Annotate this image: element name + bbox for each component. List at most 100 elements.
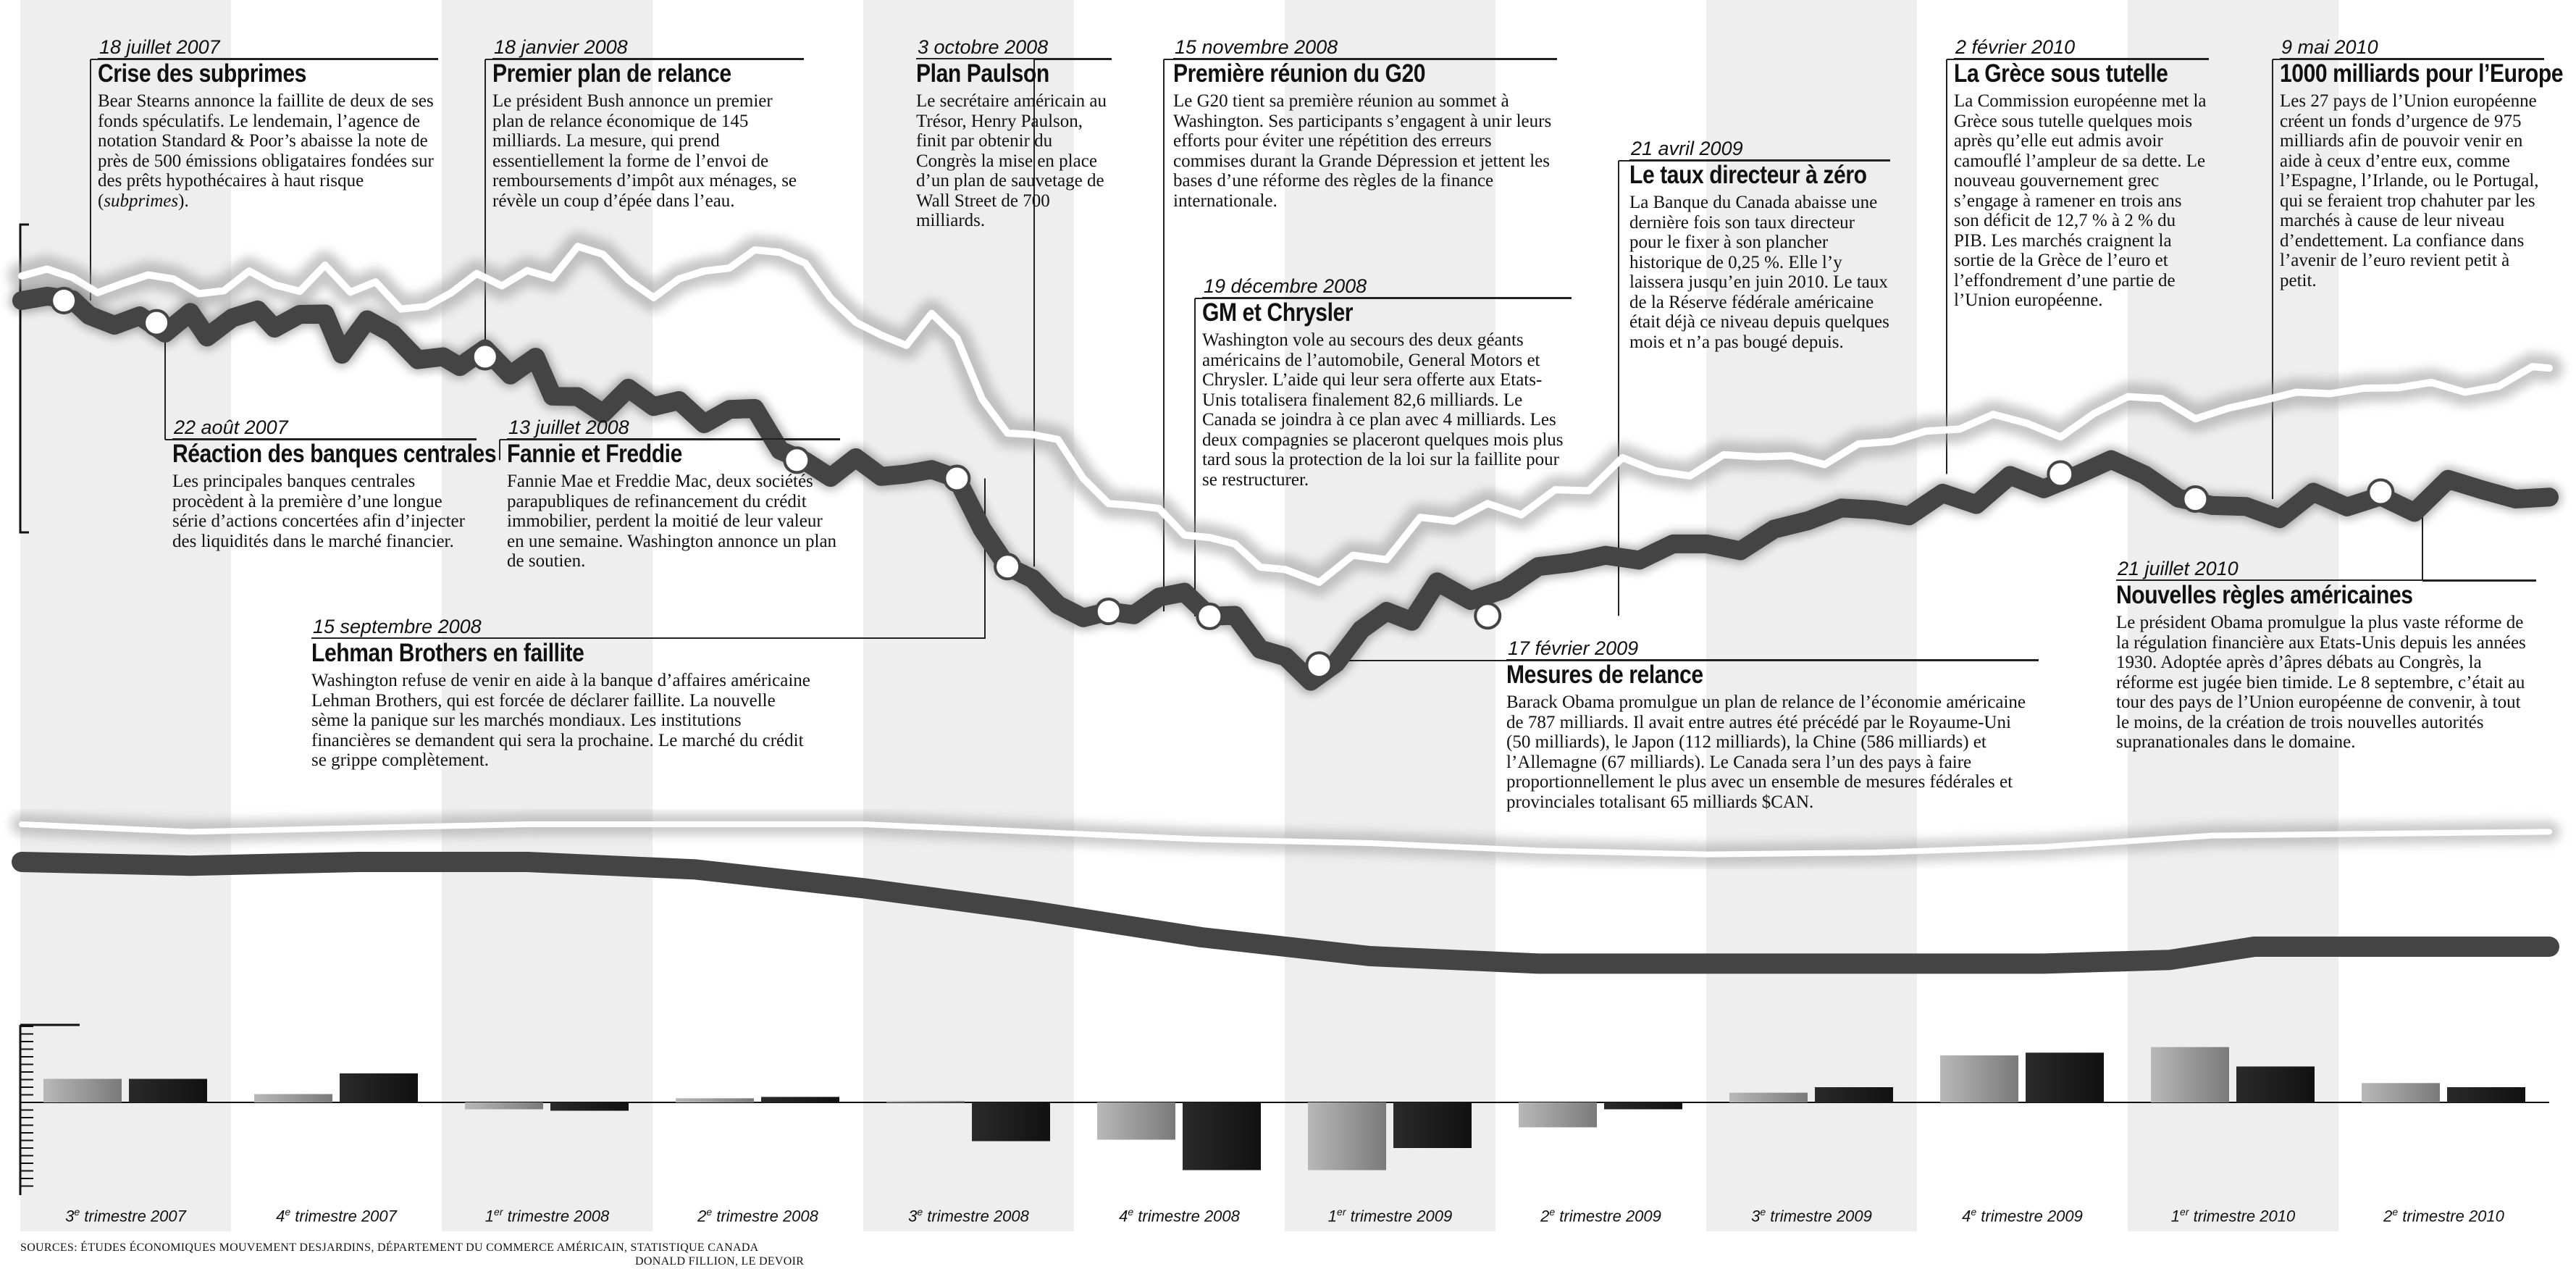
quarter-label-suffix: e	[285, 1206, 291, 1218]
quarter-label-text: trimestre 2009	[1555, 1207, 1661, 1226]
event-title: Première réunion du G20	[1173, 59, 1426, 88]
quarter-label: 2e trimestre 2008	[697, 1206, 818, 1226]
quarter-bands	[20, 0, 2338, 1231]
event-marker	[1196, 602, 1224, 630]
bar-series-1	[2151, 1047, 2229, 1102]
event-date: 18 juillet 2007	[99, 36, 220, 58]
event-title: Réaction des banques centrales	[172, 440, 497, 468]
quarter-label: 4e trimestre 2007	[276, 1206, 397, 1226]
event-date: 18 janvier 2008	[494, 36, 628, 58]
quarter-label: 2e trimestre 2010	[2383, 1206, 2504, 1226]
event-marker	[471, 343, 499, 371]
quarter-band	[20, 0, 231, 1231]
event-rule	[311, 637, 985, 639]
quarter-label-text: trimestre 2007	[290, 1207, 397, 1226]
bar-series-2	[1604, 1102, 1682, 1110]
event-marker	[943, 464, 971, 493]
quarter-label-text: trimestre 2009	[1346, 1207, 1453, 1226]
event-title: Crise des subprimes	[98, 59, 306, 88]
event-text-body: Le G20 tient sa première réunion au somm…	[1173, 91, 1552, 211]
long-light-line	[19, 821, 2552, 858]
event-annotation: 19 décembre 2008 GM et Chrysler Washington…	[1202, 275, 1572, 490]
quarter-label-number: 2	[2383, 1207, 2393, 1226]
quarterly-bars	[43, 1047, 2525, 1170]
event-text: Bear Stearns annonce la faillite de deux…	[98, 91, 438, 211]
quarter-label-suffix: er	[1337, 1206, 1346, 1218]
bar-series-1	[1940, 1055, 2018, 1102]
quarter-label: 1er trimestre 2008	[485, 1206, 609, 1226]
bar-series-1	[1519, 1102, 1597, 1128]
event-markers	[50, 287, 2395, 679]
bar-series-2	[550, 1102, 629, 1111]
event-rule	[1629, 159, 1890, 161]
event-text-body: La Banque du Canada abaisse une dernière…	[1629, 193, 1889, 352]
index-light-line	[18, 243, 2553, 586]
event-annotation: 17 février 2009 Mesures de relance Barack …	[1506, 637, 2039, 812]
quarter-label-number: 4	[1119, 1207, 1128, 1226]
quarter-label-number: 2	[697, 1207, 707, 1226]
bar-series-2	[1815, 1087, 1893, 1102]
quarter-label: 4e trimestre 2008	[1119, 1206, 1240, 1226]
event-annotation: 15 septembre 2008 Lehman Brothers en fail…	[311, 616, 985, 771]
quarter-band	[1706, 0, 1917, 1231]
quarter-label-number: 4	[276, 1207, 285, 1226]
event-marker	[1305, 651, 1333, 679]
bar-series-2	[340, 1073, 418, 1102]
quarter-band	[2128, 0, 2338, 1231]
event-title: GM et Chrysler	[1202, 298, 1354, 327]
event-title: Mesures de relance	[1506, 661, 1703, 689]
quarter-label-number: 1	[484, 1207, 495, 1226]
bar-series-1	[254, 1094, 332, 1102]
quarter-label-suffix: e	[1128, 1206, 1134, 1218]
event-title: Nouvelles règles américaines	[2116, 581, 2413, 609]
quarter-label-suffix: er	[2180, 1206, 2189, 1218]
bar-series-2	[2026, 1052, 2104, 1102]
event-title: Le taux directeur à zéro	[1629, 161, 1867, 189]
bar-series-2	[972, 1102, 1050, 1142]
quarter-label-suffix: e	[2392, 1206, 2399, 1218]
quarter-label: 1er trimestre 2009	[1328, 1206, 1452, 1226]
event-text-emphasis: subprimes	[104, 190, 179, 211]
event-text: Washington refuse de venir en aide à la …	[311, 671, 811, 771]
quarter-label-suffix: e	[706, 1206, 713, 1218]
quarter-label: 4e trimestre 2009	[1962, 1206, 2083, 1226]
event-title: 1000 milliards pour l’Europe	[2280, 59, 2564, 88]
quarter-label-number: 4	[1962, 1207, 1971, 1226]
event-title: Fannie et Freddie	[507, 440, 682, 468]
quarter-label-number: 3	[1751, 1207, 1761, 1226]
event-annotation: 15 novembre 2008 Première réunion du G20 L…	[1173, 36, 1557, 211]
quarter-label: 3e trimestre 2009	[1751, 1206, 1872, 1226]
bar-series-1	[465, 1102, 543, 1110]
event-text-body: Barack Obama promulgue un plan de relanc…	[1506, 692, 2026, 812]
quarter-label-text: trimestre 2008	[923, 1207, 1029, 1226]
event-date: 9 mai 2010	[2281, 36, 2378, 58]
event-rule	[1173, 58, 1557, 59]
event-rule	[507, 438, 840, 440]
quarter-band	[863, 0, 1074, 1231]
bar-series-2	[1183, 1102, 1261, 1170]
event-text: Le président Obama promulgue la plus vas…	[2116, 613, 2536, 753]
quarter-label-suffix: e	[74, 1206, 80, 1218]
bar-series-2	[129, 1079, 207, 1102]
bar-series-1	[2362, 1083, 2440, 1102]
bar-series-2	[2447, 1087, 2525, 1102]
event-annotation: 18 juillet 2007 Crise des subprimes Bear S…	[98, 36, 438, 211]
event-date: 3 octobre 2008	[918, 36, 1049, 58]
event-marker	[994, 553, 1022, 581]
event-rule	[1506, 659, 2039, 661]
event-marker	[2047, 460, 2075, 488]
quarter-label: 3e trimestre 2007	[65, 1206, 186, 1226]
event-text-body: Le président Obama promulgue la plus vas…	[2116, 613, 2526, 752]
event-leader	[484, 59, 804, 357]
quarter-label: 2e trimestre 2009	[1540, 1206, 1661, 1226]
bar-series-2	[761, 1097, 839, 1102]
credit-note: DONALD FILLION, LE DEVOIR	[635, 1255, 805, 1268]
event-annotation: 21 juillet 2010 Nouvelles règles américai…	[2116, 558, 2536, 753]
event-annotation: 22 août 2007 Réaction des banques central…	[172, 416, 497, 551]
event-date: 19 décembre 2008	[1204, 275, 1367, 297]
bar-series-1	[1308, 1102, 1386, 1170]
event-date: 13 juillet 2008	[508, 416, 629, 438]
event-text: Le G20 tient sa première réunion au somm…	[1173, 91, 1557, 211]
event-text: Le président Bush annonce un premier pla…	[492, 91, 804, 211]
event-rule	[2280, 58, 2544, 59]
